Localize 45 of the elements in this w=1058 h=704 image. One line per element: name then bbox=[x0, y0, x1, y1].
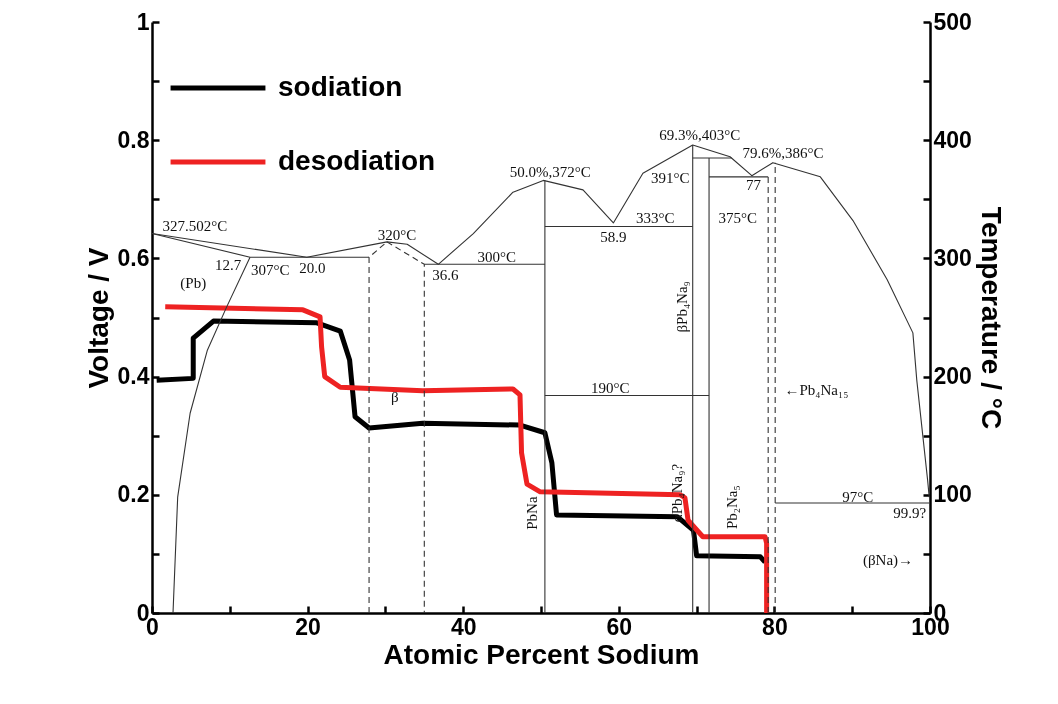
y2-tick-label: 500 bbox=[933, 8, 972, 35]
annotation: 12.7 bbox=[215, 256, 242, 273]
annotation: 36.6 bbox=[432, 266, 459, 283]
annotation: 20.0 bbox=[299, 259, 326, 276]
annotation: Pb₂Na₅ bbox=[723, 485, 740, 530]
annotation: 327.502°C bbox=[162, 217, 228, 234]
annotation: 333°C bbox=[636, 210, 675, 227]
annotation: 69.3%,403°C bbox=[659, 126, 741, 143]
annotation: 50.0%,372°C bbox=[509, 164, 591, 181]
annotation: 77 bbox=[745, 177, 762, 194]
y-tick-label: 0.2 bbox=[117, 481, 150, 508]
annotation: 300°C bbox=[477, 249, 516, 266]
y-tick-label: 0.8 bbox=[117, 126, 150, 153]
legend-label: desodiation bbox=[278, 145, 436, 176]
x-tick-label: 40 bbox=[450, 613, 477, 640]
y2-tick-label: 300 bbox=[933, 244, 972, 271]
x-tick-label: 20 bbox=[295, 613, 321, 640]
x-tick-label: 60 bbox=[606, 613, 633, 640]
y2-tick-label: 100 bbox=[933, 481, 972, 508]
annotation: 307°C bbox=[251, 262, 290, 279]
x-axis-title: Atomic Percent Sodium bbox=[383, 638, 700, 670]
annotation: 79.6%,386°C bbox=[742, 145, 824, 162]
annotation: 375°C bbox=[718, 210, 758, 227]
annotation: (βNa)→ bbox=[862, 551, 914, 569]
y2-axis-title: Temperature / °C bbox=[975, 206, 1007, 430]
annotation: 190°C bbox=[590, 379, 630, 396]
y-axis-title: Voltage / V bbox=[82, 247, 114, 389]
annotation: (Pb) bbox=[180, 275, 207, 293]
annotation: αPb₄Na₉? bbox=[669, 463, 686, 523]
y2-tick-label: 400 bbox=[933, 126, 972, 153]
annotation: 58.9 bbox=[600, 229, 627, 246]
annotation: 391°C bbox=[650, 170, 690, 187]
y2-tick-label: 200 bbox=[933, 363, 972, 390]
annotation: 97°C bbox=[842, 489, 874, 506]
x-tick-label: 80 bbox=[762, 613, 788, 640]
annotation: PbNa bbox=[523, 496, 540, 530]
legend-label: sodiation bbox=[278, 71, 403, 102]
annotation: β bbox=[390, 388, 399, 405]
annotation: βPb₄Na₉ bbox=[673, 281, 690, 333]
y-tick-label: 1 bbox=[136, 8, 150, 35]
annotation: 320°C bbox=[377, 226, 417, 243]
annotation: 99.9? bbox=[893, 505, 927, 522]
y-tick-label: 0.6 bbox=[117, 244, 150, 271]
annotation: ←Pb₄Na₁₅ bbox=[784, 382, 849, 399]
y-tick-label: 0.4 bbox=[117, 363, 150, 390]
